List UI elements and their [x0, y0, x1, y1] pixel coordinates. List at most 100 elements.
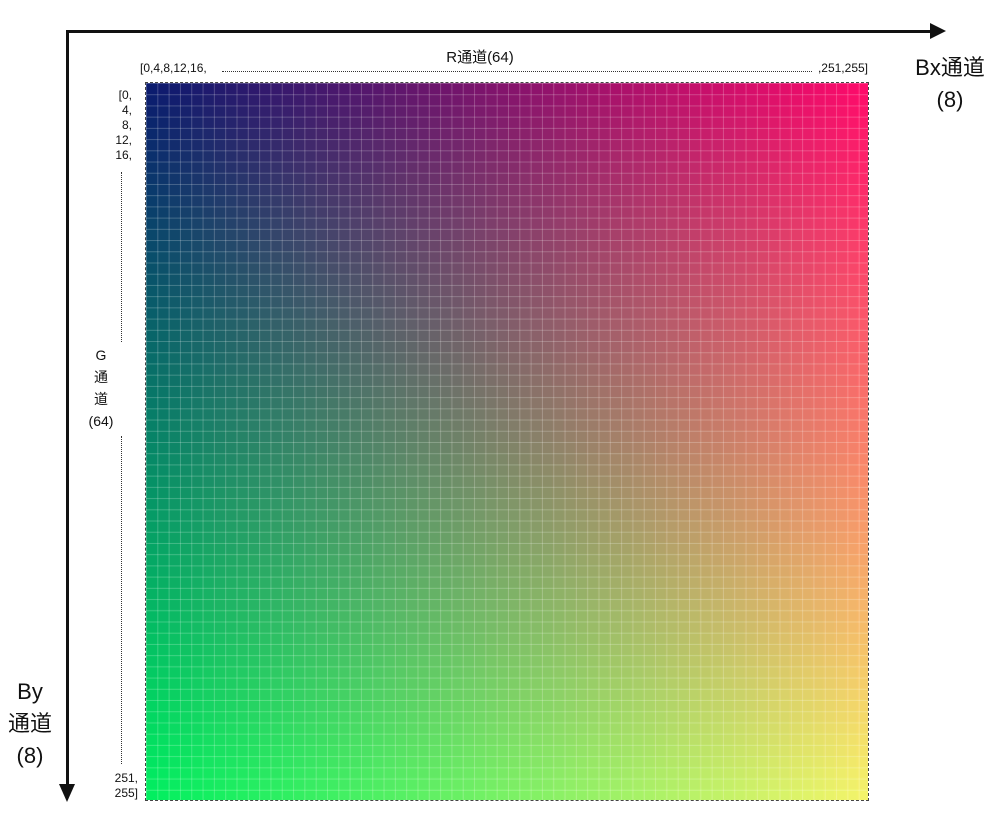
- grid-cell: [428, 654, 440, 666]
- grid-cell: [337, 318, 350, 330]
- grid-cell: [732, 284, 745, 297]
- grid-cell: [360, 307, 372, 319]
- grid-cell: [157, 475, 169, 487]
- grid-cell: [213, 206, 226, 218]
- grid-cell: [766, 396, 779, 409]
- grid-cell: [394, 687, 406, 700]
- grid-cell: [811, 94, 824, 106]
- grid-cell: [382, 463, 395, 476]
- grid-cell: [315, 654, 327, 666]
- grid-cell: [597, 262, 609, 274]
- grid-cell: [653, 195, 666, 207]
- grid-cell: [315, 385, 327, 398]
- grid-cell: [631, 564, 643, 577]
- grid-cell: [856, 295, 868, 308]
- grid-cell: [315, 116, 327, 129]
- grid-cell: [732, 710, 745, 722]
- grid-cell: [428, 531, 440, 543]
- grid-cell: [563, 598, 576, 610]
- grid-cell: [777, 463, 790, 476]
- grid-cell: [224, 172, 237, 185]
- grid-cell: [585, 732, 598, 745]
- grid-cell: [619, 407, 632, 420]
- grid-cell: [213, 508, 226, 521]
- grid-cell: [247, 441, 260, 454]
- grid-cell: [258, 564, 271, 577]
- grid-cell: [247, 385, 260, 398]
- grid-cell: [777, 766, 790, 778]
- grid-cell: [495, 83, 508, 95]
- grid-cell: [168, 676, 181, 689]
- grid-cell: [495, 519, 508, 532]
- grid-cell: [732, 755, 745, 767]
- grid-cell: [202, 239, 215, 252]
- grid-cell: [676, 587, 688, 599]
- grid-cell: [698, 777, 711, 790]
- grid-cell: [811, 430, 824, 442]
- grid-cell: [258, 139, 271, 151]
- grid-cell: [224, 363, 237, 375]
- grid-cell: [710, 631, 722, 644]
- grid-cell: [484, 407, 497, 420]
- grid-cell: [213, 161, 226, 173]
- grid-cell: [270, 609, 282, 622]
- grid-cell: [146, 127, 158, 140]
- grid-cell: [405, 318, 418, 330]
- grid-cell: [315, 161, 327, 173]
- grid-cell: [292, 743, 305, 756]
- grid-cell: [416, 195, 429, 207]
- grid-cell: [191, 788, 203, 800]
- grid-cell: [687, 609, 700, 622]
- grid-cell: [281, 710, 294, 722]
- grid-cell: [281, 475, 294, 487]
- grid-cell: [168, 743, 181, 756]
- grid-cell: [394, 83, 406, 95]
- grid-cell: [552, 374, 564, 386]
- grid-cell: [563, 150, 576, 162]
- grid-cell: [642, 497, 655, 510]
- grid-cell: [349, 676, 361, 689]
- grid-cell: [676, 609, 688, 622]
- grid-cell: [179, 665, 192, 678]
- grid-cell: [484, 743, 497, 756]
- grid-cell: [687, 676, 700, 689]
- grid-cell: [845, 743, 858, 756]
- grid-cell: [236, 127, 248, 140]
- grid-cell: [157, 206, 169, 218]
- grid-cell: [360, 139, 372, 151]
- grid-cell: [721, 407, 733, 420]
- grid-cell: [461, 183, 474, 196]
- grid-cell: [698, 766, 711, 778]
- grid-cell: [800, 307, 812, 319]
- grid-cell: [552, 183, 564, 196]
- grid-cell: [845, 195, 858, 207]
- grid-cell: [822, 172, 835, 185]
- grid-cell: [529, 430, 542, 442]
- grid-cell: [552, 94, 564, 106]
- grid-cell: [179, 497, 192, 510]
- grid-cell: [247, 419, 260, 431]
- grid-cell: [676, 441, 688, 454]
- grid-cell: [574, 766, 587, 778]
- grid-cell: [247, 127, 260, 140]
- grid-cell: [179, 676, 192, 689]
- grid-cell: [191, 743, 203, 756]
- grid-cell: [642, 396, 655, 409]
- grid-cell: [653, 475, 666, 487]
- grid-cell: [292, 407, 305, 420]
- grid-cell: [777, 475, 790, 487]
- grid-cell: [755, 340, 767, 353]
- grid-cell: [822, 206, 835, 218]
- grid-cell: [585, 94, 598, 106]
- grid-cell: [224, 385, 237, 398]
- grid-cell: [360, 542, 372, 554]
- grid-cell: [597, 172, 609, 185]
- grid-cell: [687, 127, 700, 140]
- grid-cell: [315, 83, 327, 95]
- grid-cell: [552, 407, 564, 420]
- grid-cell: [236, 475, 248, 487]
- grid-cell: [258, 643, 271, 655]
- grid-cell: [552, 340, 564, 353]
- grid-cell: [315, 620, 327, 633]
- grid-cell: [292, 374, 305, 386]
